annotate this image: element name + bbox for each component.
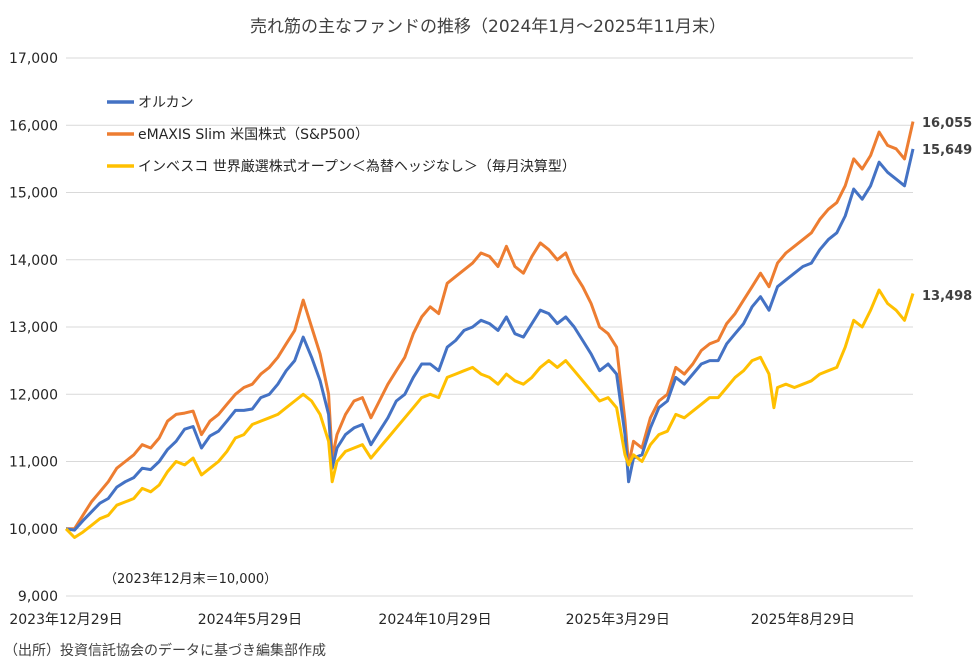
legend-entry: eMAXIS Slim 米国株式（S&P500） [138, 127, 369, 143]
y-tick-label: 17,000 [9, 51, 58, 67]
legend: オルカン eMAXIS Slim 米国株式（S&P500） インベスコ 世界厳選株式… [107, 95, 576, 175]
legend-entry: インベスコ 世界厳選株式オープン＜為替ヘッジなし＞（毎月決算型） [138, 159, 576, 175]
y-tick-label: 15,000 [9, 186, 58, 202]
x-tick-label: 2024年5月29日 [198, 612, 302, 628]
x-tick-label: 2023年12月29日 [9, 612, 122, 628]
x-axis-ticks: 2023年12月29日 2024年5月29日 2024年10月29日 2025年3月2… [9, 612, 855, 628]
series-line [64, 288, 915, 539]
chart-title: 売れ筋の主なファンドの推移（2024年1月〜2025年11月末） [250, 17, 726, 37]
y-tick-label: 10,000 [9, 522, 58, 538]
series-lines [64, 121, 915, 539]
source-note: （出所）投資信託協会のデータに基づき編集部作成 [4, 642, 326, 659]
end-value-label: 15,649 [922, 143, 972, 158]
end-value-label: 16,055 [922, 116, 972, 131]
baseline-note: （2023年12月末＝10,000） [104, 572, 277, 587]
y-tick-label: 11,000 [9, 455, 58, 471]
y-axis-ticks: 9,000 10,000 11,000 12,000 13,000 14,000 15,00… [9, 51, 58, 605]
legend-entry: オルカン [138, 95, 194, 111]
y-tick-label: 9,000 [18, 589, 58, 605]
series-line [66, 121, 915, 531]
y-tick-label: 13,000 [9, 320, 58, 336]
y-tick-label: 16,000 [9, 118, 58, 134]
x-tick-label: 2024年10月29日 [378, 612, 491, 628]
end-value-label: 13,498 [922, 289, 972, 304]
x-tick-label: 2025年8月29日 [751, 612, 855, 628]
end-value-labels: 16,055 15,649 13,498 [922, 116, 972, 304]
y-tick-label: 12,000 [9, 387, 58, 403]
y-tick-label: 14,000 [9, 253, 58, 269]
gridlines [66, 57, 913, 597]
x-tick-label: 2025年3月29日 [566, 612, 670, 628]
series-line [65, 148, 915, 532]
